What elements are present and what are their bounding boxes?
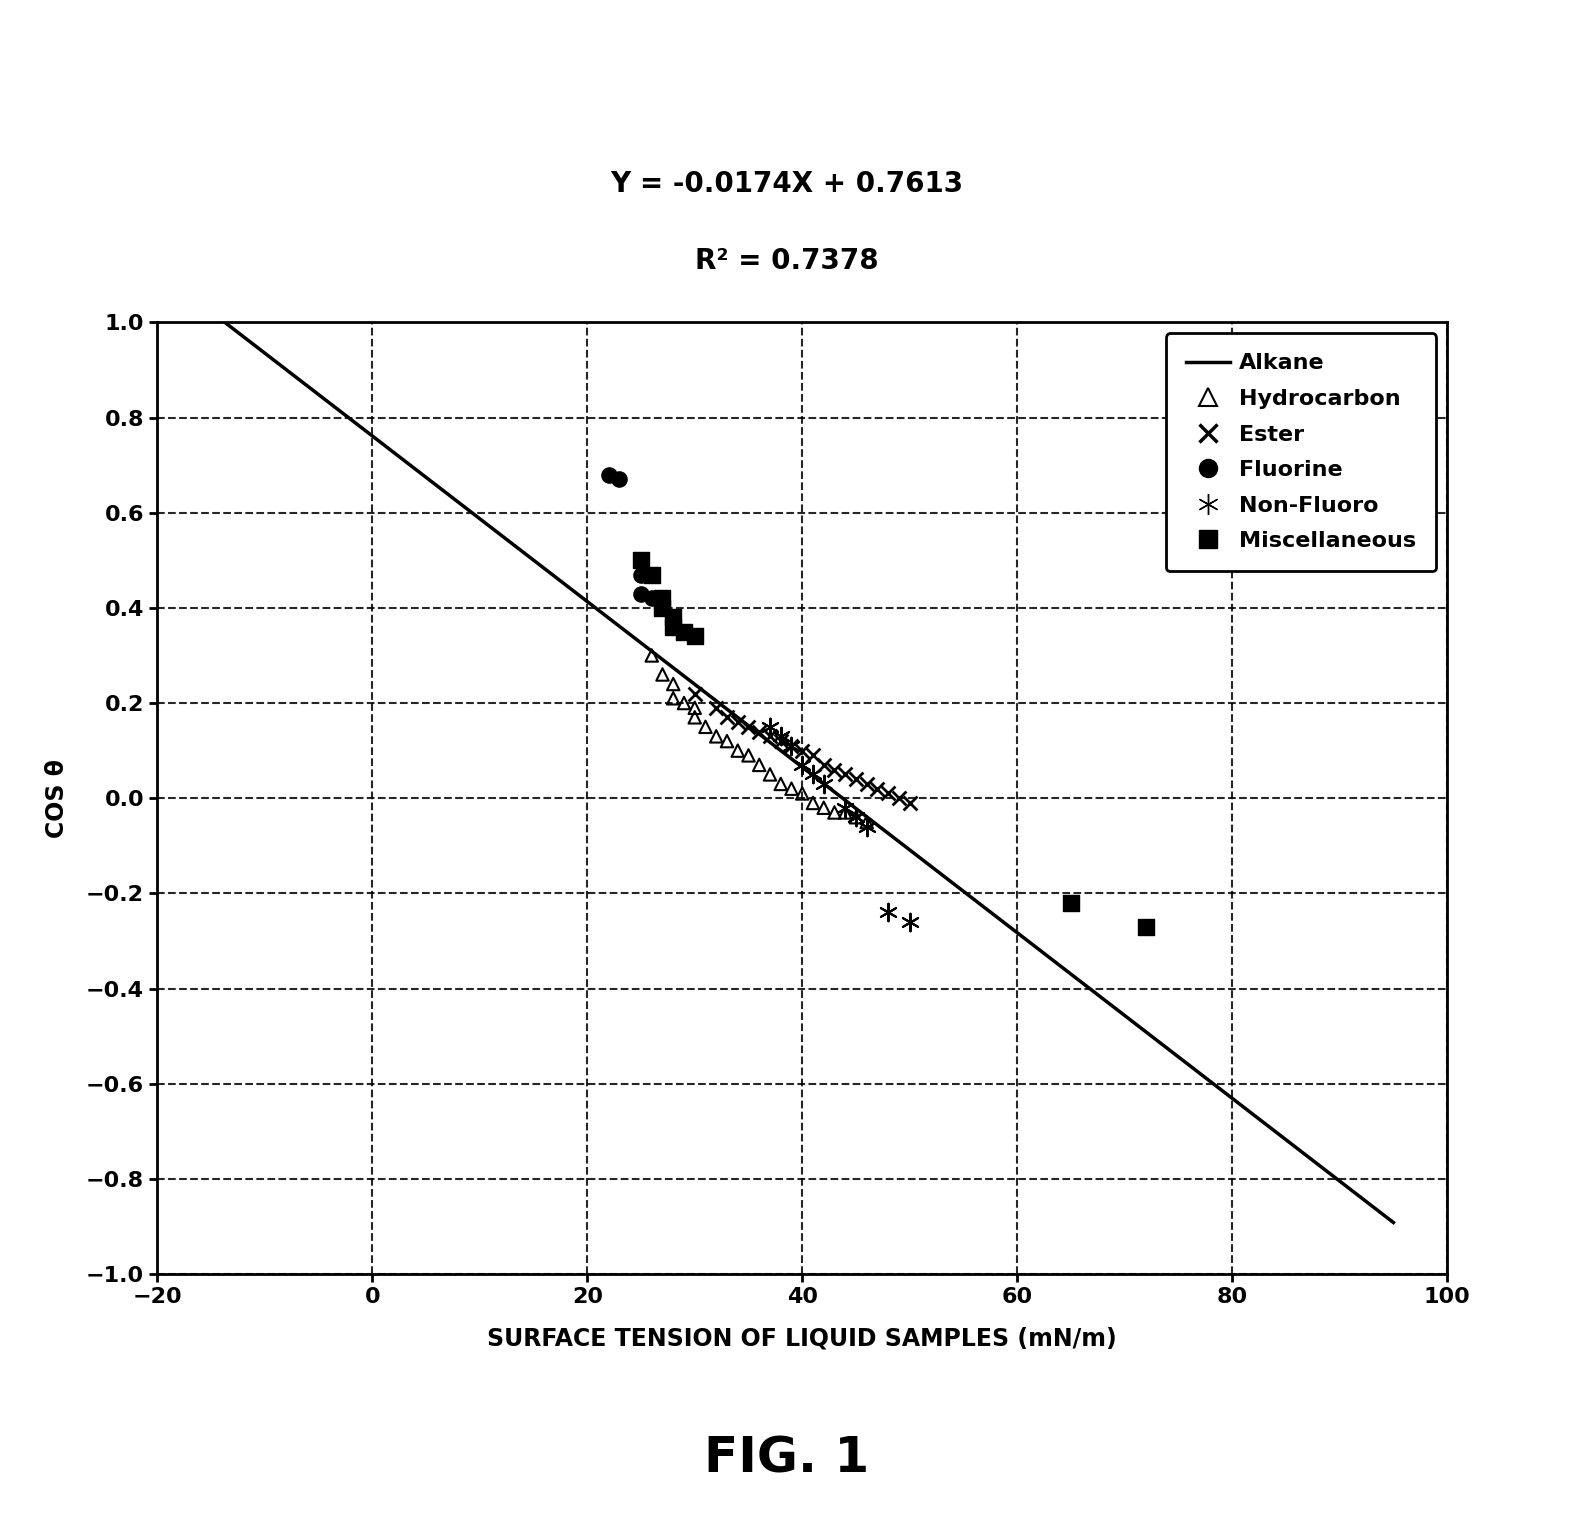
Point xyxy=(628,562,654,586)
Point xyxy=(832,800,857,824)
Point xyxy=(747,720,772,744)
Text: Y = -0.0174X + 0.7613: Y = -0.0174X + 0.7613 xyxy=(610,170,963,198)
Point xyxy=(661,686,686,711)
Point xyxy=(768,729,793,754)
Point xyxy=(683,625,708,649)
Point xyxy=(639,562,664,586)
Point xyxy=(703,695,728,720)
Point xyxy=(758,761,783,786)
Point xyxy=(758,725,783,749)
Point xyxy=(843,768,868,792)
Point xyxy=(821,757,846,781)
Point xyxy=(812,752,837,777)
Point xyxy=(650,586,675,611)
Point xyxy=(1134,915,1159,939)
Point xyxy=(843,804,868,829)
Point xyxy=(725,709,750,734)
Point xyxy=(832,761,857,786)
Point xyxy=(683,705,708,729)
Point xyxy=(768,725,793,749)
Point xyxy=(661,614,686,639)
Point xyxy=(714,705,739,729)
Point xyxy=(812,772,837,797)
Point xyxy=(812,795,837,820)
Point xyxy=(865,777,890,801)
Point xyxy=(758,714,783,738)
Y-axis label: COS θ: COS θ xyxy=(46,758,69,838)
Point xyxy=(683,695,708,720)
Point xyxy=(779,734,804,758)
Point xyxy=(790,781,815,806)
Point xyxy=(639,586,664,611)
Point xyxy=(876,900,901,924)
Point xyxy=(650,596,675,620)
Point xyxy=(779,777,804,801)
Point xyxy=(801,791,826,815)
Point xyxy=(790,752,815,777)
Point xyxy=(1059,890,1084,915)
Legend: Alkane, Hydrocarbon, Ester, Fluorine, Non-Fluoro, Miscellaneous: Alkane, Hydrocarbon, Ester, Fluorine, No… xyxy=(1166,333,1436,571)
Point xyxy=(854,772,879,797)
Point xyxy=(650,596,675,620)
Point xyxy=(683,682,708,706)
Point xyxy=(692,714,717,738)
X-axis label: SURFACE TENSION OF LIQUID SAMPLES (mN/m): SURFACE TENSION OF LIQUID SAMPLES (mN/m) xyxy=(488,1326,1117,1351)
Point xyxy=(801,743,826,768)
Text: FIG. 1: FIG. 1 xyxy=(703,1434,870,1483)
Point xyxy=(607,467,632,491)
Point xyxy=(897,910,922,935)
Point xyxy=(790,738,815,763)
Point xyxy=(650,662,675,686)
Point xyxy=(672,691,697,715)
Point xyxy=(703,725,728,749)
Point xyxy=(843,804,868,829)
Point xyxy=(747,752,772,777)
Point xyxy=(801,761,826,786)
Point xyxy=(854,809,879,834)
Point xyxy=(821,800,846,824)
Point xyxy=(661,672,686,697)
Point xyxy=(832,795,857,820)
Point xyxy=(628,548,654,573)
Text: R² = 0.7378: R² = 0.7378 xyxy=(695,247,878,275)
Point xyxy=(596,462,621,487)
Point xyxy=(768,772,793,797)
Point xyxy=(736,743,761,768)
Point xyxy=(661,605,686,629)
Point xyxy=(779,734,804,758)
Point xyxy=(639,643,664,668)
Point xyxy=(876,781,901,806)
Point xyxy=(725,738,750,763)
Point xyxy=(897,791,922,815)
Point xyxy=(854,815,879,840)
Point xyxy=(672,619,697,643)
Point xyxy=(736,714,761,738)
Point xyxy=(887,786,912,810)
Point xyxy=(628,582,654,606)
Point xyxy=(714,729,739,754)
